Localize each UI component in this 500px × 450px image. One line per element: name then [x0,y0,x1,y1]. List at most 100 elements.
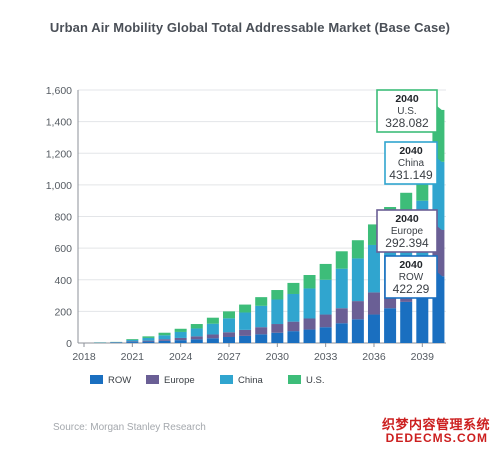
bar-us-2029 [255,297,268,306]
legend-swatch-china [220,375,233,384]
callout-year-row: 2040 [399,259,423,271]
callout-pointer-europe [437,226,443,236]
bar-europe-2023 [158,339,171,341]
callout-year-europe: 2040 [395,213,419,225]
bar-row-2021 [126,342,139,343]
bar-row-2030 [271,332,284,343]
callout-name-china: China [398,158,425,169]
bar-europe-2033 [319,314,332,328]
x-tick-label: 2024 [169,351,193,363]
legend-label-us: U.S. [306,375,324,386]
callout-year-china: 2040 [399,145,423,157]
bar-row-2032 [303,329,316,343]
bar-europe-2034 [335,308,348,324]
x-tick-label: 2021 [121,351,145,363]
legend-swatch-row [90,375,103,384]
y-tick-label: 0 [66,338,72,350]
callout-value-us: 328.082 [385,116,429,130]
bar-row-2033 [319,327,332,343]
bar-china-2024 [174,331,187,338]
x-tick-label: 2030 [266,351,290,363]
watermark-cn: 织梦内容管理系统 [381,417,490,432]
bar-europe-2024 [174,337,187,341]
bar-europe-2027 [222,332,235,337]
bar-europe-2021 [126,341,139,343]
bar-row-2024 [174,340,187,343]
callout-box-europe [376,209,438,253]
callout-value-row: 422.29 [393,282,430,296]
x-tick-label: 2039 [411,351,435,363]
bar-china-2029 [255,305,268,328]
bar-us-2033 [319,263,332,280]
legend-swatch-us [288,375,301,384]
bar-row-2031 [287,331,300,343]
callout-pointer-us [437,106,443,116]
bar-row-2039 [416,292,429,343]
bar-us-2035 [351,240,364,259]
bar-europe-2030 [271,324,284,333]
callout-name-europe: Europe [391,226,424,237]
bar-row-2025 [190,339,203,343]
bar-row-2023 [158,340,171,343]
bar-china-2030 [271,299,284,325]
bar-row-2026 [206,338,219,343]
bar-china-2022 [142,337,155,341]
bar-us-2022 [142,336,155,338]
bar-europe-2036 [367,292,380,315]
watermark-en: DEDECMS.COM [385,431,488,445]
bar-us-2031 [287,282,300,294]
bar-us-2023 [158,332,171,336]
x-tick-label: 2018 [72,351,96,363]
bar-china-2035 [351,258,364,302]
bar-row-2036 [367,314,380,343]
bar-row-2027 [222,336,235,343]
y-tick-label: 1,600 [46,85,72,97]
bar-row-2037 [384,308,397,343]
bar-us-2025 [190,324,203,329]
y-tick-label: 800 [54,212,72,224]
legend-swatch-europe [146,375,159,384]
callout-value-china: 431.149 [389,168,433,182]
bar-china-2023 [158,335,171,340]
callout-box-china [384,141,438,185]
bar-europe-2028 [239,329,252,336]
y-tick-label: 1,000 [46,180,72,192]
y-tick-label: 1,200 [46,148,72,160]
callout-box-us [376,89,438,133]
legend-label-china: China [238,375,264,386]
bar-europe-2031 [287,321,300,332]
x-tick-label: 2033 [314,351,338,363]
bar-china-2021 [126,339,139,342]
callout-pointer-row [437,272,443,282]
bar-row-2034 [335,323,348,343]
callout-year-us: 2040 [395,93,419,105]
bar-china-2033 [319,279,332,315]
source-note: Source: Morgan Stanley Research [53,422,206,433]
bar-china-2025 [190,328,203,337]
bar-china-2031 [287,293,300,322]
bar-us-2032 [303,275,316,289]
y-tick-label: 1,400 [46,117,72,129]
y-tick-label: 600 [54,243,72,255]
bar-europe-2025 [190,336,203,340]
bar-europe-2029 [255,327,268,335]
bar-us-2028 [239,304,252,313]
bar-us-2034 [335,251,348,269]
legend-label-row: ROW [108,375,131,386]
bar-row-2035 [351,319,364,343]
callout-pointer-china [437,158,443,168]
y-tick-label: 400 [54,275,72,287]
bar-us-2026 [206,317,219,324]
bar-china-2028 [239,312,252,330]
bar-us-2021 [126,339,139,340]
bar-china-2036 [367,244,380,293]
bar-europe-2035 [351,301,364,320]
callout-name-us: U.S. [397,106,416,117]
bar-row-2038 [400,301,413,343]
bar-europe-2026 [206,334,219,339]
callout-value-europe: 292.394 [385,236,429,250]
x-tick-label: 2027 [217,351,241,363]
bar-us-2027 [222,311,235,319]
